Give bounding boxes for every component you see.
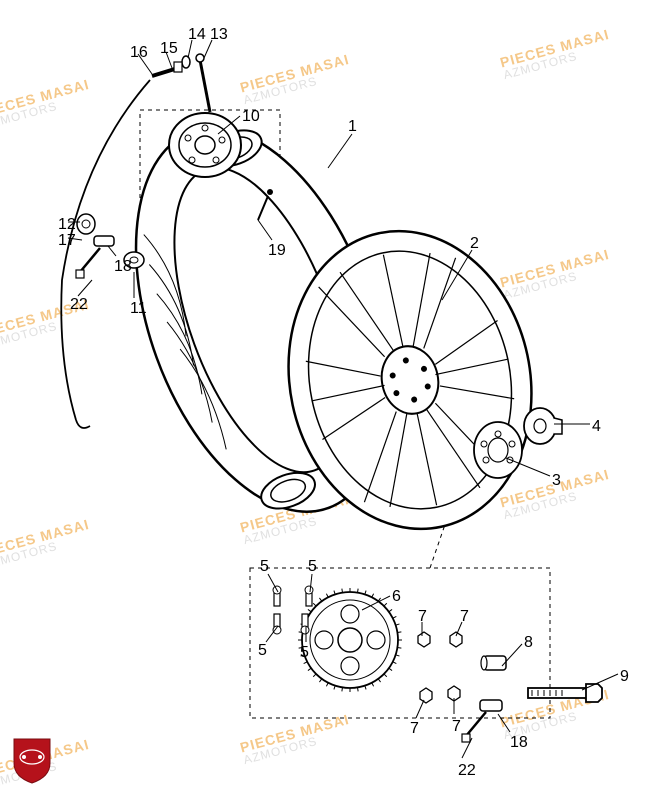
callout-8: 8: [524, 634, 533, 652]
brand-logo: [10, 735, 54, 790]
callout-18: 18: [510, 734, 528, 752]
callout-22: 22: [458, 762, 476, 780]
callout-5: 5: [258, 642, 267, 660]
chain-adjuster-right: [462, 700, 502, 742]
short-axle: [152, 62, 182, 76]
callout-13: 13: [210, 26, 228, 44]
chain-adjuster-left: [76, 236, 114, 278]
callout-19: 19: [268, 242, 286, 260]
callout-5: 5: [308, 558, 317, 576]
callout-5: 5: [300, 644, 309, 662]
callout-1: 1: [348, 118, 357, 136]
callout-17: 17: [58, 232, 76, 250]
callout-7: 7: [410, 720, 419, 738]
callout-16: 16: [130, 44, 148, 62]
callout-4: 4: [592, 418, 601, 436]
spacer-8: [481, 656, 506, 670]
axle-bolt: [528, 684, 602, 702]
sprocket-nuts: [418, 632, 462, 703]
callout-7: 7: [418, 608, 427, 626]
callout-9: 9: [620, 668, 629, 686]
washer-12: [77, 214, 95, 234]
sprocket-bolts: [273, 586, 313, 634]
callout-5: 5: [260, 558, 269, 576]
callout-14: 14: [188, 26, 206, 44]
callout-18: 18: [114, 258, 132, 276]
exploded-diagram: [0, 0, 660, 800]
callout-7: 7: [452, 718, 461, 736]
cush-drive: [474, 422, 522, 478]
callout-2: 2: [470, 235, 479, 253]
callout-15: 15: [160, 40, 178, 58]
callout-11: 11: [130, 300, 147, 318]
callout-22: 22: [70, 296, 88, 314]
brake-drum: [169, 113, 241, 177]
hub-collar: [524, 408, 562, 444]
sprocket: [298, 588, 402, 692]
callout-7: 7: [460, 608, 469, 626]
brake-rod: [182, 54, 210, 112]
callout-3: 3: [552, 472, 561, 490]
callout-6: 6: [392, 588, 401, 606]
callout-10: 10: [242, 108, 260, 126]
